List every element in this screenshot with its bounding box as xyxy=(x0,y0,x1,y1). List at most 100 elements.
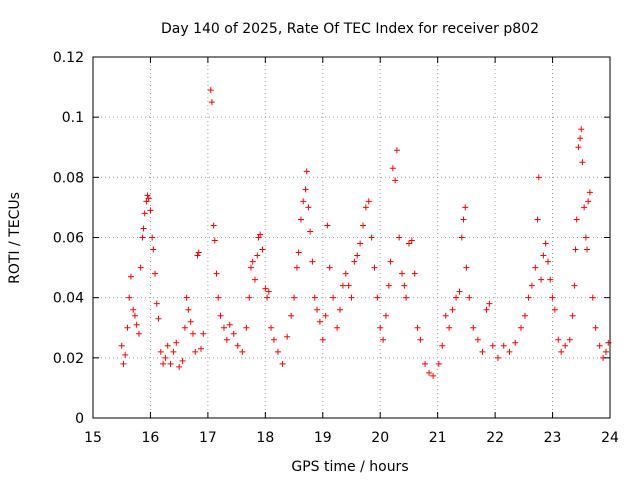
data-point xyxy=(208,99,215,106)
data-point xyxy=(170,348,177,355)
data-point xyxy=(575,144,582,151)
data-point xyxy=(342,270,349,277)
data-point xyxy=(535,174,542,181)
data-point xyxy=(368,234,375,241)
data-point xyxy=(139,234,146,241)
data-point xyxy=(411,270,418,277)
data-point xyxy=(259,246,266,253)
data-point xyxy=(573,216,580,223)
data-point xyxy=(210,222,217,229)
data-point xyxy=(577,135,584,142)
x-tick-label: 17 xyxy=(199,430,217,446)
data-point xyxy=(297,216,304,223)
data-point xyxy=(584,246,591,253)
data-point xyxy=(348,294,355,301)
data-point xyxy=(581,204,588,211)
data-point xyxy=(118,342,125,349)
data-point xyxy=(555,336,562,343)
data-point xyxy=(162,354,169,361)
data-point xyxy=(215,294,222,301)
x-tick-label: 19 xyxy=(314,430,332,446)
data-point xyxy=(387,258,394,265)
data-point xyxy=(185,306,192,313)
data-point xyxy=(247,264,254,271)
data-point xyxy=(309,258,316,265)
data-point xyxy=(528,282,535,289)
y-axis-ticks: 0 0.02 0.04 0.06 0.08 0.1 0.12 xyxy=(53,50,610,427)
x-tick-label: 15 xyxy=(84,430,102,446)
data-point xyxy=(254,252,261,259)
data-point xyxy=(293,264,300,271)
data-point xyxy=(195,249,202,256)
data-point xyxy=(396,234,403,241)
data-point xyxy=(500,342,507,349)
data-point xyxy=(380,336,387,343)
data-point xyxy=(324,222,331,229)
data-point xyxy=(223,336,230,343)
data-point xyxy=(345,282,352,289)
data-point xyxy=(479,348,486,355)
data-point xyxy=(579,159,586,166)
data-point xyxy=(357,240,364,247)
data-point xyxy=(585,198,592,205)
data-point xyxy=(392,177,399,184)
y-tick-label: 0.12 xyxy=(53,50,84,66)
data-point xyxy=(489,342,496,349)
data-point xyxy=(279,360,286,367)
data-point xyxy=(251,276,258,283)
data-point xyxy=(466,294,473,301)
data-point xyxy=(562,342,569,349)
data-point xyxy=(374,294,381,301)
data-point xyxy=(135,330,142,337)
data-point xyxy=(393,147,400,154)
data-point xyxy=(217,312,224,319)
data-point xyxy=(307,228,314,235)
data-point xyxy=(592,324,599,331)
data-point xyxy=(150,246,157,253)
data-point xyxy=(359,222,366,229)
data-point xyxy=(578,126,585,133)
data-point xyxy=(403,294,410,301)
data-point xyxy=(284,333,291,340)
data-point xyxy=(414,324,421,331)
data-point xyxy=(506,348,513,355)
chart-title: Day 140 of 2025, Rate Of TEC Index for r… xyxy=(161,21,539,37)
data-point xyxy=(197,345,204,352)
y-tick-label: 0.04 xyxy=(53,291,84,307)
data-point xyxy=(362,204,369,211)
data-point xyxy=(494,354,501,361)
data-point xyxy=(525,294,532,301)
data-point xyxy=(153,300,160,307)
data-point xyxy=(582,234,589,241)
x-tick-label: 20 xyxy=(371,430,389,446)
data-point xyxy=(194,252,201,259)
data-point xyxy=(435,360,442,367)
x-tick-label: 16 xyxy=(142,430,160,446)
data-point xyxy=(547,276,554,283)
data-point xyxy=(246,294,253,301)
data-point xyxy=(586,189,593,196)
data-point xyxy=(339,282,346,289)
data-point xyxy=(446,324,453,331)
data-point xyxy=(243,324,250,331)
data-point xyxy=(538,276,545,283)
data-point xyxy=(234,342,241,349)
data-point xyxy=(302,186,309,193)
data-point xyxy=(456,288,463,295)
data-point xyxy=(458,234,465,241)
data-point xyxy=(144,192,151,199)
data-point xyxy=(164,342,171,349)
data-point xyxy=(589,294,596,301)
data-point xyxy=(187,318,194,325)
y-tick-label: 0.06 xyxy=(53,231,84,247)
data-point xyxy=(264,294,271,301)
x-tick-label: 22 xyxy=(486,430,504,446)
y-tick-label: 0.1 xyxy=(62,110,84,126)
data-point xyxy=(311,294,318,301)
data-point xyxy=(189,330,196,337)
data-point xyxy=(572,246,579,253)
data-point xyxy=(351,258,358,265)
data-point xyxy=(463,264,470,271)
data-point xyxy=(192,348,199,355)
data-point xyxy=(534,216,541,223)
